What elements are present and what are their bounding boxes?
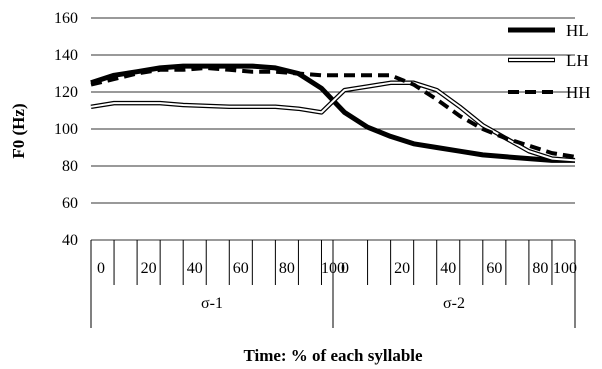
x-tick-label: 100 xyxy=(321,260,345,277)
series-hh-line xyxy=(90,65,576,159)
y-tick-label: 120 xyxy=(54,84,78,101)
y-tick-labels: 40 60 80 100 120 140 160 xyxy=(54,10,78,249)
series-lines xyxy=(90,63,576,163)
x-tick-label: 20 xyxy=(394,260,410,277)
x-tick-label: 80 xyxy=(532,260,548,277)
y-tick-label: 80 xyxy=(62,158,78,175)
series-lh-legend-label: LH xyxy=(566,51,589,70)
y-tick-label: 160 xyxy=(54,10,78,27)
x-tick-label: 20 xyxy=(141,260,157,277)
x-tick-label: 0 xyxy=(341,260,349,277)
x-tick-label: 60 xyxy=(233,260,249,277)
series-hh-legend-label: HH xyxy=(566,83,591,102)
x-axis xyxy=(90,240,576,328)
y-tick-label: 140 xyxy=(54,47,78,64)
gridlines xyxy=(91,17,575,241)
series-hl-line xyxy=(90,63,575,163)
y-tick-label: 60 xyxy=(62,195,78,212)
x-tick-label: 80 xyxy=(279,260,295,277)
series-lh-line xyxy=(90,80,576,163)
x-tick-label: 40 xyxy=(440,260,456,277)
syllable-label: σ-2 xyxy=(443,295,465,312)
syllable-group-labels: σ-1 σ-2 xyxy=(201,295,465,312)
y-tick-label: 100 xyxy=(54,121,78,138)
series-lh-line-inner xyxy=(90,81,576,162)
x-tick-label: 40 xyxy=(187,260,203,277)
x-axis-title: Time: % of each syllable xyxy=(243,346,423,365)
x-tick-label: 0 xyxy=(97,260,105,277)
y-axis-title: F0 (Hz) xyxy=(9,103,28,158)
x-tick-label: 60 xyxy=(486,260,502,277)
y-tick-label: 40 xyxy=(62,232,78,249)
x-tick-label: 100 xyxy=(553,260,577,277)
legend: HL LH HH xyxy=(508,21,591,102)
series-hl-legend-label: HL xyxy=(566,21,589,40)
syllable-label: σ-1 xyxy=(201,295,223,312)
